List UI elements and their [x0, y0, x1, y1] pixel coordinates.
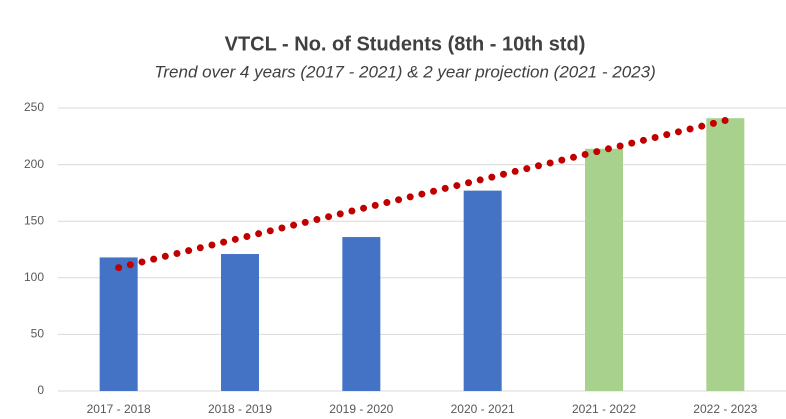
y-tick-label: 0	[37, 383, 44, 397]
bar	[706, 118, 745, 392]
bar	[463, 190, 502, 391]
y-tick-label: 50	[31, 327, 45, 341]
bar	[221, 254, 259, 391]
x-tick-label: 2017 - 2018	[87, 402, 151, 416]
trend-line	[115, 116, 729, 272]
chart-title: VTCL - No. of Students (8th - 10th std)	[225, 33, 586, 55]
chart-subtitle: Trend over 4 years (2017 - 2021) & 2 yea…	[154, 62, 655, 81]
x-tick-label: 2018 - 2019	[208, 402, 272, 416]
y-tick-label: 200	[24, 157, 44, 171]
bar	[342, 237, 381, 391]
y-tick-label: 250	[24, 100, 44, 114]
x-tick-label: 2019 - 2020	[329, 402, 393, 416]
bar	[585, 148, 623, 391]
y-tick-label: 150	[24, 213, 44, 227]
x-tick-label: 2022 - 2023	[693, 402, 757, 416]
y-tick-label: 100	[24, 270, 44, 284]
x-tick-label: 2020 - 2021	[451, 402, 515, 416]
bar	[99, 257, 138, 391]
x-tick-label: 2021 - 2022	[572, 402, 636, 416]
